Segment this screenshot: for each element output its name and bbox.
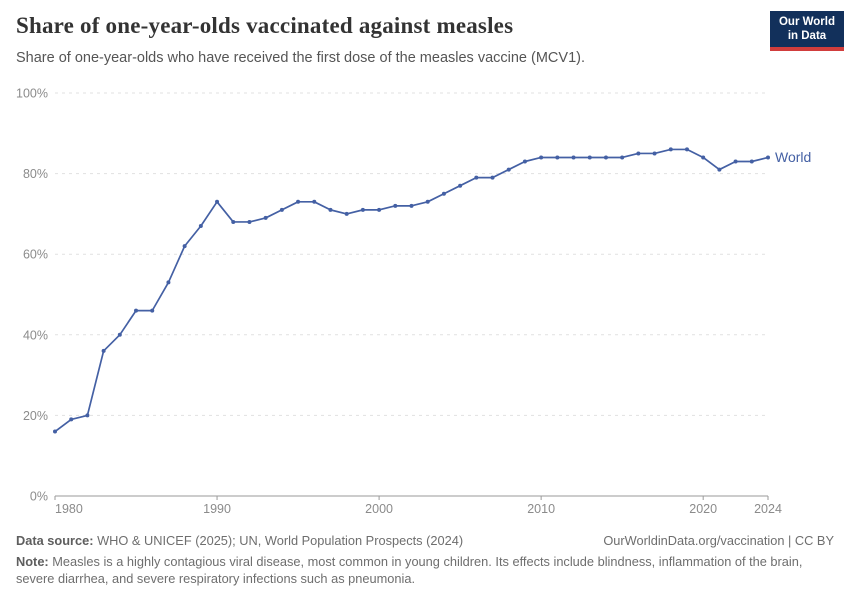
page-title: Share of one-year-olds vaccinated agains… [16, 13, 514, 38]
x-axis-label: 2010 [527, 502, 555, 516]
data-source-text: WHO & UNICEF (2025); UN, World Populatio… [93, 533, 464, 548]
data-point[interactable] [587, 155, 592, 160]
data-point[interactable] [490, 175, 495, 180]
x-axis-label: 1980 [55, 502, 83, 516]
data-point[interactable] [571, 155, 576, 160]
y-axis-label: 0% [30, 490, 48, 504]
data-point[interactable] [166, 280, 171, 285]
data-point[interactable] [69, 417, 74, 422]
data-point[interactable] [344, 211, 349, 216]
data-point[interactable] [652, 151, 657, 156]
data-point[interactable] [749, 159, 754, 164]
data-point[interactable] [231, 219, 236, 224]
x-axis-label: 2000 [365, 502, 393, 516]
data-point[interactable] [360, 207, 365, 212]
data-point[interactable] [263, 215, 268, 220]
data-point[interactable] [555, 155, 560, 160]
data-point[interactable] [766, 155, 770, 160]
data-point[interactable] [668, 147, 673, 152]
y-axis-label: 20% [23, 409, 48, 423]
data-point[interactable] [279, 207, 284, 212]
data-point[interactable] [393, 203, 398, 208]
data-point[interactable] [539, 155, 544, 160]
data-point[interactable] [296, 199, 301, 204]
data-point[interactable] [409, 203, 414, 208]
data-point[interactable] [328, 207, 333, 212]
note-line: Note: Measles is a highly contagious vir… [16, 553, 834, 587]
data-point[interactable] [134, 308, 139, 313]
x-axis-label: 2020 [689, 502, 717, 516]
world-series-label[interactable]: World [775, 149, 811, 165]
data-point[interactable] [620, 155, 625, 160]
data-point[interactable] [215, 199, 220, 204]
data-point[interactable] [198, 223, 203, 228]
data-point[interactable] [603, 155, 608, 160]
owid-logo-line2: in Data [787, 30, 827, 42]
data-source-line: Data source: WHO & UNICEF (2025); UN, Wo… [16, 532, 463, 549]
note-label: Note: [16, 554, 49, 569]
data-point[interactable] [684, 147, 689, 152]
y-axis-label: 40% [23, 328, 48, 342]
data-point[interactable] [425, 199, 430, 204]
data-point[interactable] [377, 207, 382, 212]
data-point[interactable] [101, 348, 106, 353]
data-point[interactable] [522, 159, 527, 164]
data-point[interactable] [636, 151, 641, 156]
data-point[interactable] [85, 413, 90, 418]
data-point[interactable] [506, 167, 511, 172]
data-point[interactable] [701, 155, 706, 160]
data-point[interactable] [441, 191, 446, 196]
y-axis-label: 100% [16, 87, 48, 101]
attribution-link[interactable]: OurWorldinData.org/vaccination | CC BY [603, 533, 834, 548]
y-axis-label: 80% [23, 167, 48, 181]
data-point[interactable] [458, 183, 463, 188]
data-source-label: Data source: [16, 533, 94, 548]
data-point[interactable] [182, 244, 187, 249]
world-series-line [54, 148, 769, 433]
chart-footer: Data source: WHO & UNICEF (2025); UN, Wo… [16, 532, 834, 587]
chart-subtitle: Share of one-year-olds who have received… [16, 50, 585, 66]
data-point[interactable] [733, 159, 738, 164]
owid-logo[interactable]: Our World in Data [770, 11, 844, 51]
owid-logo-line1: Our World [778, 16, 835, 28]
data-point[interactable] [312, 199, 317, 204]
note-text: Measles is a highly contagious viral dis… [16, 554, 803, 586]
data-point[interactable] [53, 429, 57, 434]
data-point[interactable] [247, 219, 252, 224]
x-axis-label: 1990 [203, 502, 231, 516]
data-point[interactable] [117, 332, 122, 337]
line-chart-plot-area[interactable]: 0% 20% 40% 60% 80% 100% 1980 1990 2000 2010 2020 20… [0, 80, 850, 530]
data-point[interactable] [717, 167, 722, 172]
data-point[interactable] [474, 175, 479, 180]
y-axis-label: 60% [23, 248, 48, 262]
data-point[interactable] [150, 308, 155, 313]
x-axis-label: 2024 [754, 502, 782, 516]
